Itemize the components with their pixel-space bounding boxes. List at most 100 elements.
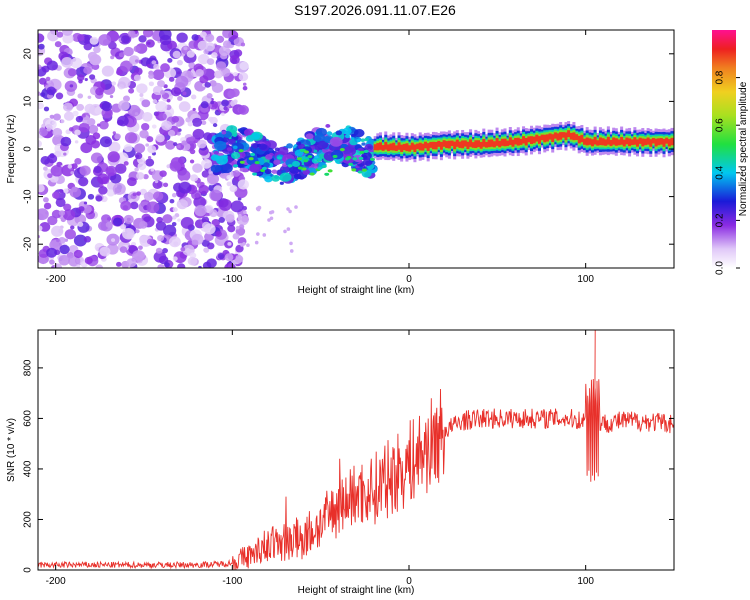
transition-blob xyxy=(348,162,354,166)
signal-band xyxy=(532,136,536,144)
noise-blob xyxy=(157,264,165,268)
noise-blob xyxy=(155,221,167,231)
signal-band xyxy=(545,134,549,142)
noise-blob xyxy=(43,197,49,203)
signal-band xyxy=(495,138,499,146)
noise-blob xyxy=(158,113,167,121)
noise-blob xyxy=(68,255,81,267)
noise-blob xyxy=(46,86,56,96)
noise-blob xyxy=(43,106,50,112)
noise-blob xyxy=(77,221,84,227)
transition-blob xyxy=(219,163,233,174)
transition-blob xyxy=(215,155,229,165)
noise-blob xyxy=(145,39,155,48)
noise-blob xyxy=(139,129,149,139)
noise-blob xyxy=(176,131,181,136)
noise-blob xyxy=(163,131,169,136)
noise-blob xyxy=(283,229,287,234)
noise-blob xyxy=(164,262,170,268)
transition-blob xyxy=(210,164,222,173)
signal-band xyxy=(442,140,446,147)
noise-blob xyxy=(195,69,204,77)
transition-blob xyxy=(273,159,281,166)
noise-blob xyxy=(208,116,214,122)
noise-blob xyxy=(235,244,244,253)
transition-blob xyxy=(249,163,262,173)
signal-band xyxy=(421,143,425,151)
noise-blob xyxy=(95,195,103,202)
colorbar-tick-label: 0.4 xyxy=(715,165,726,179)
signal-band xyxy=(453,141,457,150)
transition-blob xyxy=(233,145,238,150)
noise-blob xyxy=(67,164,73,169)
noise-blob xyxy=(216,35,225,43)
noise-blob xyxy=(181,140,188,146)
noise-blob xyxy=(209,209,218,218)
noise-blob xyxy=(210,100,215,105)
noise-blob xyxy=(213,70,223,79)
noise-blob xyxy=(75,115,83,123)
noise-blob xyxy=(185,117,192,123)
noise-blob xyxy=(151,60,157,65)
transition-blob xyxy=(356,138,361,143)
noise-blob xyxy=(242,242,246,246)
noise-blob xyxy=(90,152,103,164)
transition-blob xyxy=(279,181,284,185)
noise-blob xyxy=(60,136,72,147)
transition-blob xyxy=(369,157,375,161)
noise-blob xyxy=(77,93,84,99)
transition-blob xyxy=(263,162,270,168)
transition-blob xyxy=(245,135,255,142)
noise-blob xyxy=(97,220,109,231)
transition-blob xyxy=(303,159,309,163)
transition-blob xyxy=(357,170,363,174)
noise-blob xyxy=(38,225,43,232)
noise-blob xyxy=(145,158,155,167)
signal-band xyxy=(450,140,454,147)
transition-blob xyxy=(353,129,365,138)
noise-blob xyxy=(163,182,169,188)
noise-blob xyxy=(237,179,249,190)
noise-blob xyxy=(49,114,55,119)
transition-blob xyxy=(351,133,356,138)
signal-band xyxy=(378,142,382,150)
transition-blob xyxy=(264,175,273,183)
noise-blob xyxy=(192,128,205,140)
transition-blob xyxy=(289,165,300,174)
noise-blob xyxy=(197,58,202,62)
noise-blob xyxy=(72,110,79,117)
noise-blob xyxy=(137,162,147,171)
signal-band xyxy=(381,145,385,151)
chart-title: S197.2026.091.11.07.E26 xyxy=(294,2,456,18)
noise-blob xyxy=(78,206,85,212)
signal-band xyxy=(402,143,406,151)
signal-band xyxy=(392,142,396,151)
noise-blob xyxy=(108,41,117,50)
noise-blob xyxy=(83,236,92,243)
noise-blob xyxy=(153,191,164,201)
signal-band xyxy=(384,141,388,150)
noise-blob xyxy=(99,120,109,130)
signal-band xyxy=(662,139,666,147)
noise-blob xyxy=(134,112,139,116)
noise-blob xyxy=(123,95,130,102)
noise-blob xyxy=(90,140,101,149)
noise-blob xyxy=(194,205,207,217)
noise-blob xyxy=(211,82,224,94)
noise-blob xyxy=(197,139,207,149)
noise-blob xyxy=(157,80,165,88)
signal-band xyxy=(596,140,600,146)
signal-band xyxy=(543,134,547,143)
noise-blob xyxy=(159,170,167,178)
noise-blob xyxy=(63,111,75,121)
noise-blob xyxy=(121,35,130,44)
signal-band xyxy=(418,142,422,151)
transition-blob xyxy=(305,133,314,140)
noise-blob xyxy=(146,136,154,143)
noise-blob xyxy=(138,245,143,250)
noise-blob xyxy=(120,224,127,230)
noise-blob xyxy=(43,166,48,171)
transition-blob xyxy=(292,160,301,168)
noise-blob xyxy=(60,119,65,124)
transition-blob xyxy=(332,154,338,159)
